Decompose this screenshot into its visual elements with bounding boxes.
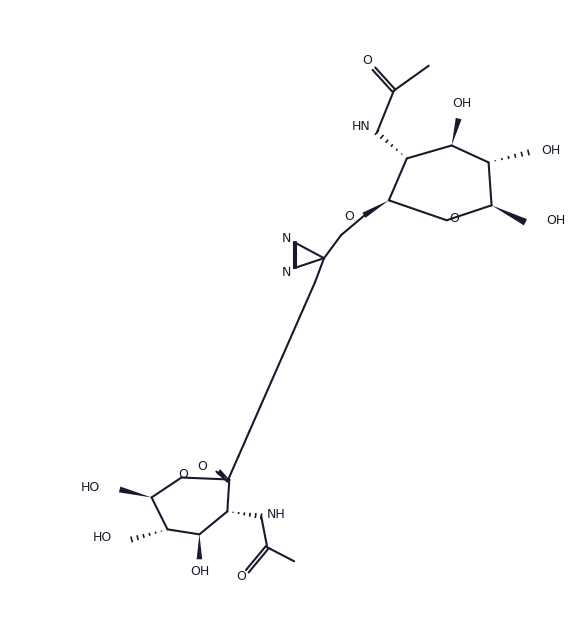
Text: OH: OH <box>190 565 209 578</box>
Text: N: N <box>282 266 291 279</box>
Text: HO: HO <box>80 481 100 494</box>
Polygon shape <box>452 118 461 145</box>
Text: OH: OH <box>452 97 471 110</box>
Text: NH: NH <box>267 508 286 521</box>
Text: O: O <box>197 460 207 473</box>
Text: HO: HO <box>92 531 112 544</box>
Polygon shape <box>119 487 151 497</box>
Text: N: N <box>282 232 291 245</box>
Text: O: O <box>236 570 246 583</box>
Text: OH: OH <box>542 144 560 157</box>
Text: O: O <box>362 54 372 67</box>
Polygon shape <box>217 469 229 479</box>
Polygon shape <box>197 534 202 559</box>
Polygon shape <box>492 205 527 225</box>
Polygon shape <box>362 200 389 218</box>
Text: O: O <box>450 212 460 225</box>
Text: OH: OH <box>546 214 566 227</box>
Text: HN: HN <box>352 120 371 133</box>
Text: O: O <box>179 468 188 481</box>
Text: O: O <box>344 210 354 223</box>
